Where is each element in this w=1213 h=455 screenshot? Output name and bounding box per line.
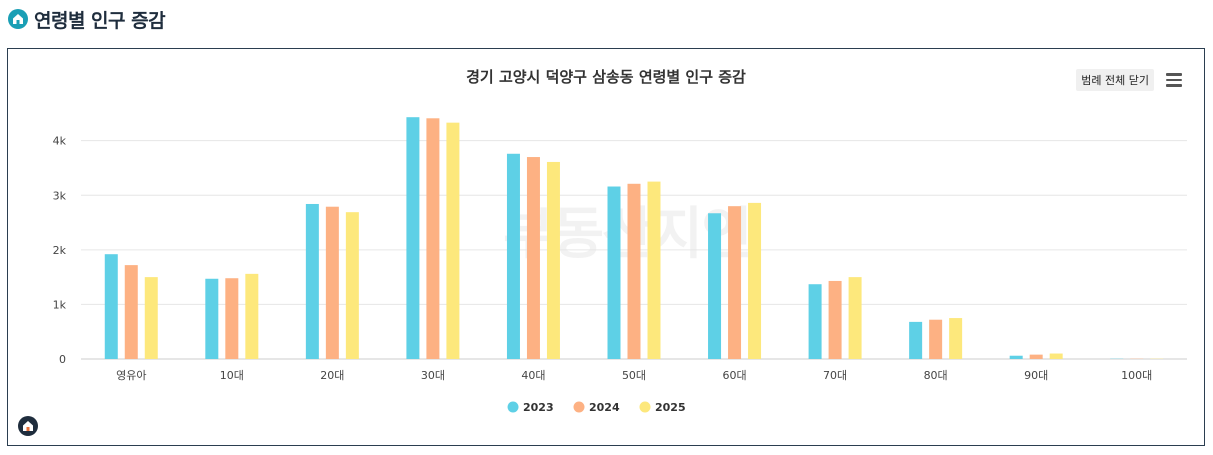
bar-chart: 0 1k 2k 3k 4k 영유아 10대 20대 30대 40대 50대 60대 70대 80대 90대 1…: [53, 117, 1187, 414]
bar-2023-1[interactable]: [205, 278, 219, 359]
bar-2025-9[interactable]: [1049, 353, 1063, 359]
x-tick-label: 40대: [521, 369, 545, 382]
x-tick-label: 60대: [722, 369, 746, 382]
bar-2024-2[interactable]: [325, 206, 339, 359]
bar-2024-1[interactable]: [225, 278, 239, 359]
legend-marker-2023[interactable]: [507, 401, 519, 413]
chart-container: 부동산지인 경기 고양시 덕양구 삼송동 연령별 인구 증감 범례 전체 닫기 …: [7, 48, 1205, 446]
home-icon: [8, 9, 28, 29]
x-tick-label: 20대: [320, 369, 344, 382]
y-tick-label: 2k: [53, 244, 67, 257]
bar-2024-8[interactable]: [929, 319, 943, 359]
bar-2024-9[interactable]: [1029, 354, 1043, 359]
bar-2023-7[interactable]: [808, 284, 822, 359]
logo-icon: [18, 416, 38, 436]
x-tick-label: 90대: [1024, 369, 1048, 382]
legend-item-2023[interactable]: 2023: [523, 401, 554, 414]
bar-2023-8[interactable]: [909, 321, 923, 359]
bar-2024-7[interactable]: [828, 280, 842, 359]
section-title: 연령별 인구 증감: [34, 9, 166, 32]
bar-2023-3[interactable]: [406, 117, 420, 359]
x-tick-label: 10대: [220, 369, 244, 382]
bar-2025-1[interactable]: [245, 273, 259, 359]
x-tick-label: 50대: [622, 369, 646, 382]
x-tick-label: 80대: [924, 369, 948, 382]
legend-item-2024[interactable]: 2024: [589, 401, 620, 414]
bar-2023-5[interactable]: [607, 186, 621, 359]
bar-2025-0[interactable]: [144, 277, 158, 359]
bar-2025-6[interactable]: [748, 202, 762, 359]
y-tick-label: 1k: [53, 298, 67, 311]
bar-2023-4[interactable]: [506, 153, 520, 359]
bar-2025-8[interactable]: [949, 318, 963, 359]
bar-2025-4[interactable]: [546, 161, 560, 359]
bar-2023-2[interactable]: [305, 203, 319, 359]
bar-2025-7[interactable]: [848, 277, 862, 359]
x-tick-label: 30대: [421, 369, 445, 382]
x-tick-label: 70대: [823, 369, 847, 382]
hamburger-menu-icon[interactable]: [1166, 73, 1182, 87]
bar-2024-6[interactable]: [728, 206, 742, 359]
chart-title: 경기 고양시 덕양구 삼송동 연령별 인구 증감: [466, 68, 746, 86]
bar-2023-6[interactable]: [708, 213, 722, 359]
y-tick-label: 4k: [53, 135, 67, 148]
bar-2024-3[interactable]: [426, 118, 440, 359]
bar-2023-0[interactable]: [104, 254, 118, 359]
legend-marker-2024[interactable]: [573, 401, 585, 413]
legend-toggle-button[interactable]: 범례 전체 닫기: [1076, 69, 1154, 91]
section-header: 연령별 인구 증감: [8, 6, 166, 32]
x-tick-label: 100대: [1121, 369, 1152, 382]
bar-2025-2[interactable]: [345, 212, 359, 359]
y-tick-label: 3k: [53, 189, 67, 202]
legend-marker-2025[interactable]: [639, 401, 651, 413]
legend-item-2025[interactable]: 2025: [655, 401, 686, 414]
x-tick-label: 영유아: [116, 369, 146, 382]
bar-2024-5[interactable]: [627, 183, 641, 359]
bar-2024-0[interactable]: [124, 265, 138, 359]
bar-2025-3[interactable]: [446, 122, 460, 359]
bar-2023-9[interactable]: [1009, 355, 1023, 359]
y-tick-label: 0: [59, 353, 66, 366]
bar-2024-4[interactable]: [526, 157, 540, 359]
bar-2025-5[interactable]: [647, 181, 661, 359]
